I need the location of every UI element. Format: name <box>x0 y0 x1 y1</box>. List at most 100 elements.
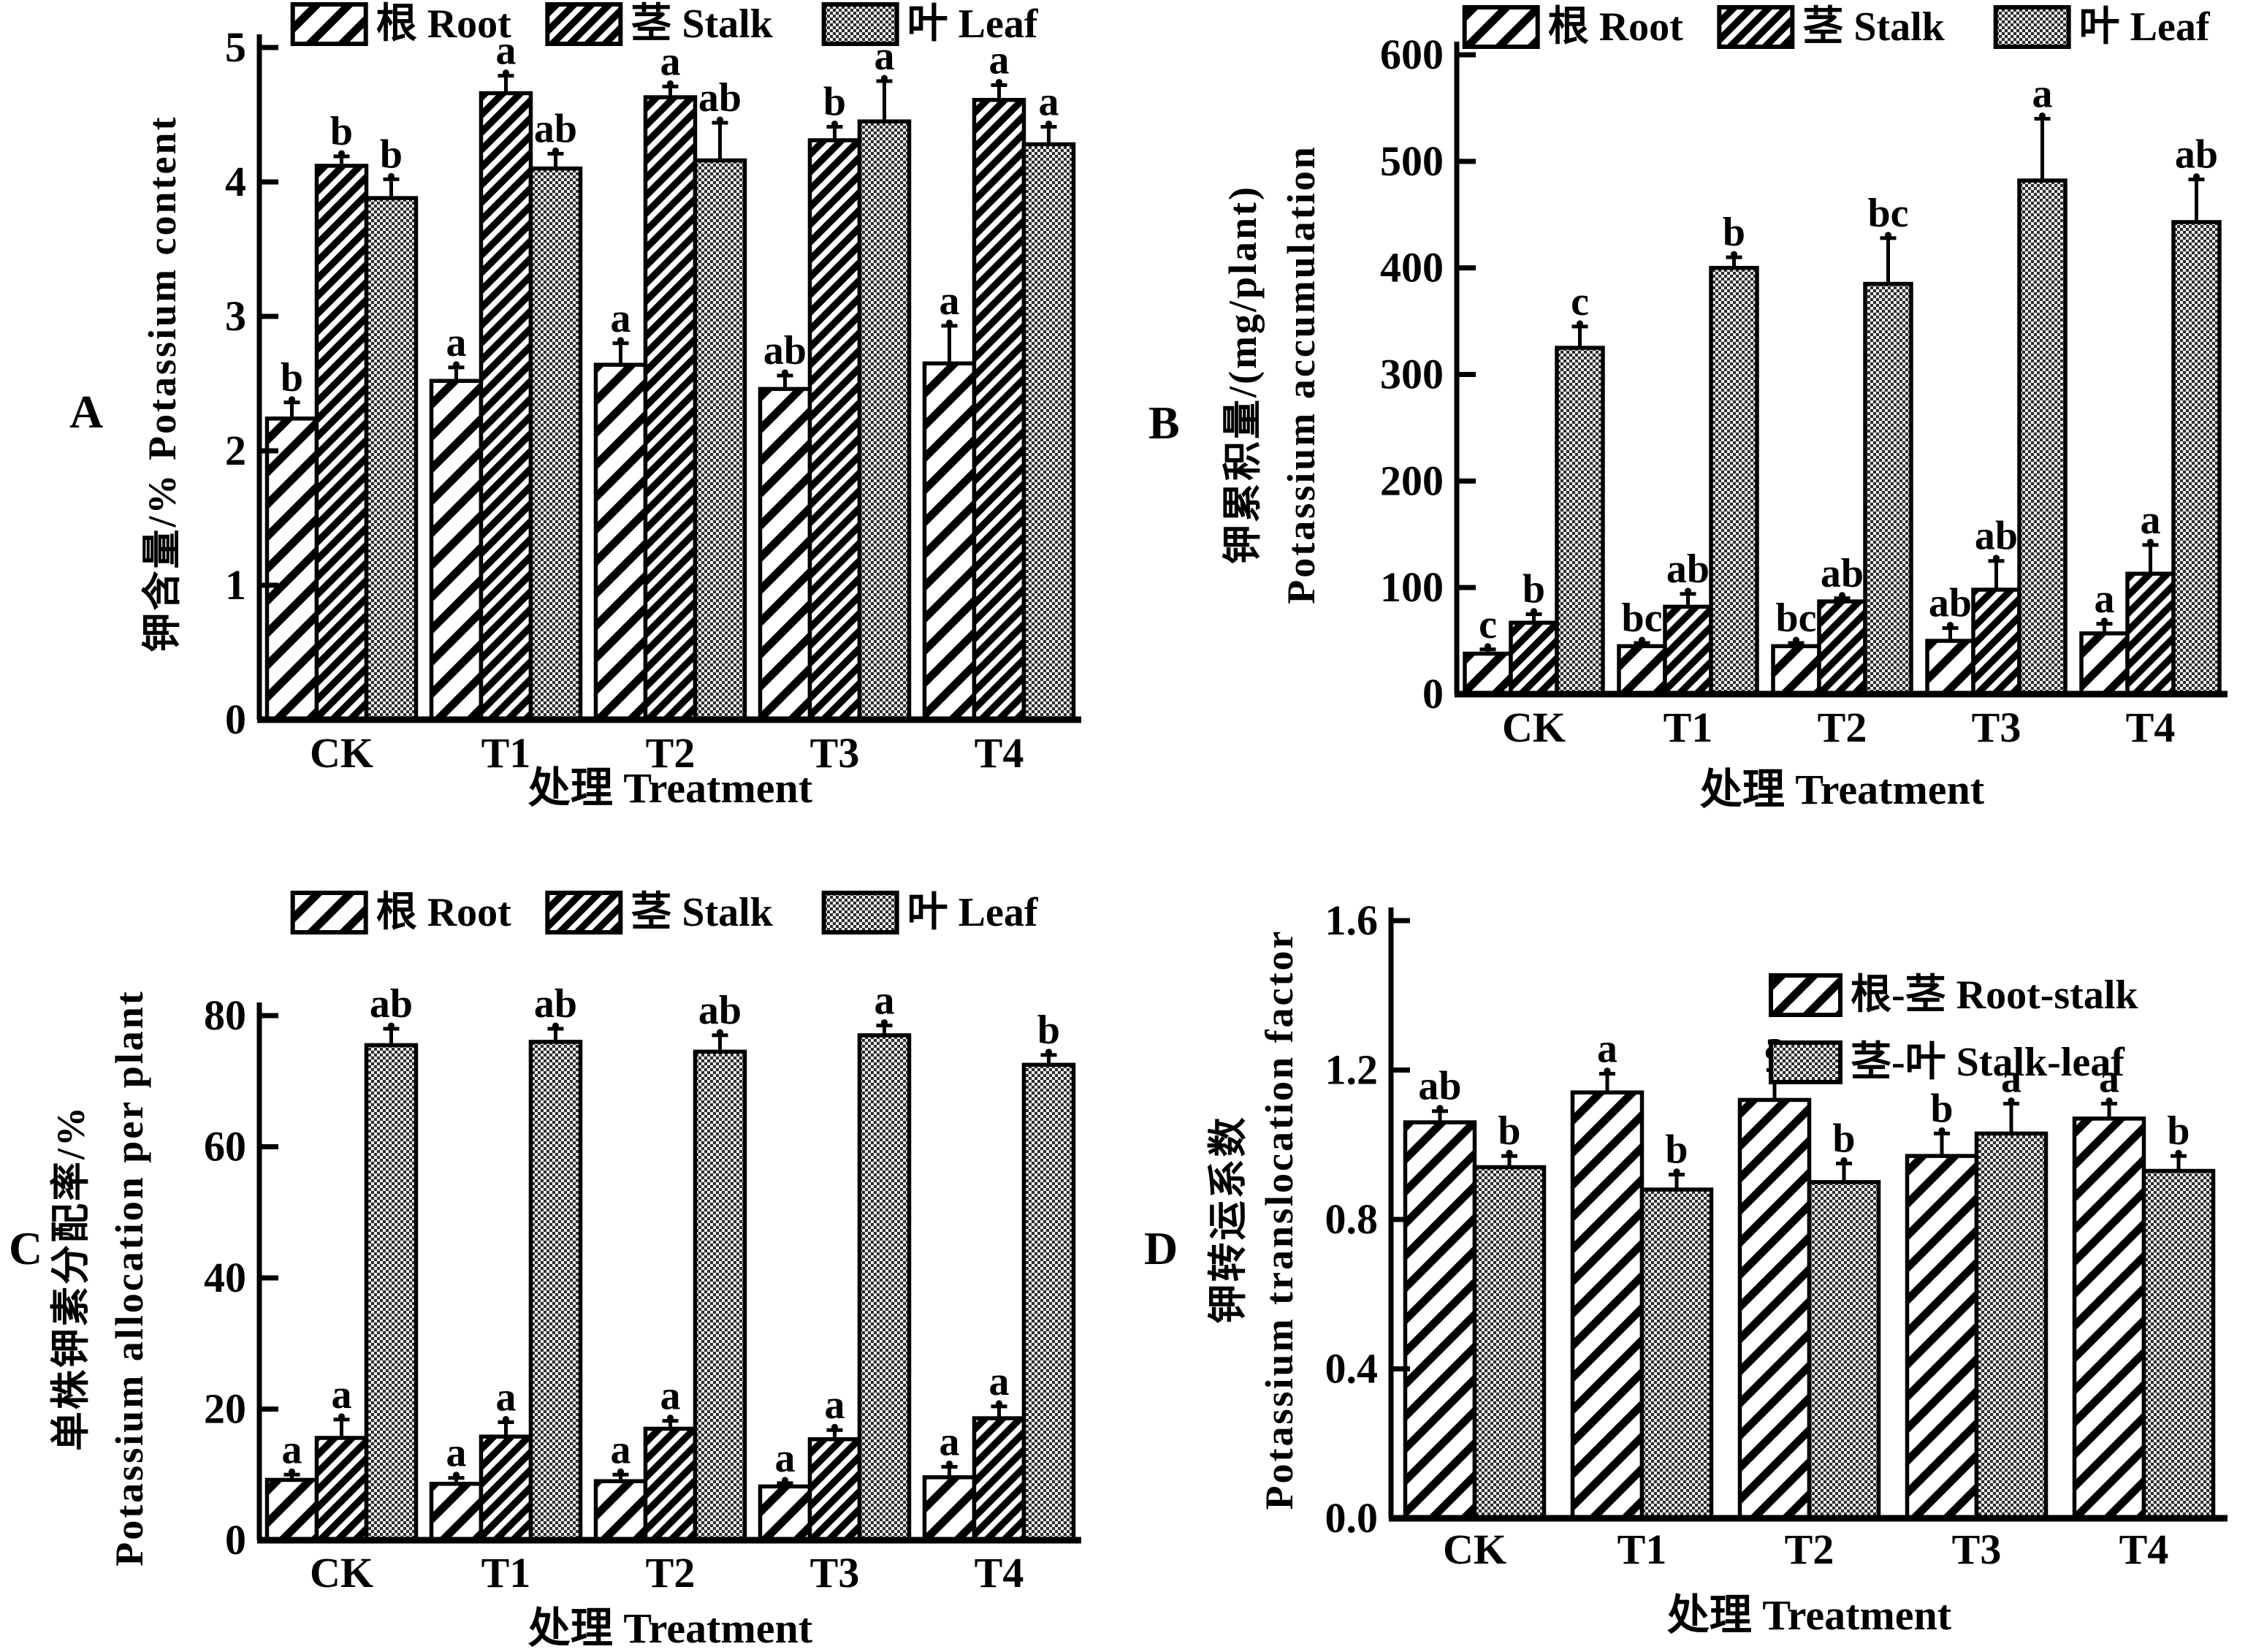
y-tick-label: 0.4 <box>1325 1345 1379 1393</box>
sig-letter: a <box>775 1436 796 1481</box>
bar-CK-2 <box>314 1436 369 1542</box>
y-tick-label: 200 <box>1380 457 1444 504</box>
error-bar-tip <box>453 1472 460 1479</box>
bar-CK-3 <box>364 196 419 722</box>
bar-T2-1 <box>593 362 648 722</box>
bar-T4-2 <box>972 1416 1026 1542</box>
sig-letter: a <box>989 38 1010 83</box>
bar-T3-2 <box>1974 1131 2049 1520</box>
y-axis-title-line1: 单株钾素分配率/% <box>49 1105 93 1451</box>
panel-letter: D <box>1144 1222 1178 1274</box>
y-tick-label: 40 <box>204 1254 246 1301</box>
bar-T1-3 <box>528 166 583 722</box>
y-axis-title-line1: 钾含量/% Potassium content <box>140 115 184 652</box>
bar-T3-2 <box>807 138 862 722</box>
axes-group: 0.0 0.4 0.8 1.2 1.6 <box>1325 897 2228 1542</box>
y-tick-label: 300 <box>1380 351 1444 398</box>
sig-letter: bc <box>1868 191 1909 236</box>
sig-letter: ab <box>2175 132 2218 178</box>
y-tick-label: 3 <box>225 292 246 340</box>
error-bar-tip <box>289 396 295 403</box>
sig-letter: a <box>660 39 681 84</box>
sig-letter: b <box>823 80 846 125</box>
y-tick-label: 4 <box>225 158 246 205</box>
x-category-label: T2 <box>1785 1526 1834 1573</box>
error-bar-tip <box>552 147 559 154</box>
sig-letter: ab <box>1821 551 1864 596</box>
x-category-label: T1 <box>1617 1526 1667 1573</box>
x-category-label: T2 <box>1818 704 1867 751</box>
bar-CK-3 <box>364 1043 419 1542</box>
sig-letter: a <box>660 1374 681 1419</box>
bar-CK-1 <box>264 1477 319 1542</box>
x-category-label: T3 <box>810 729 860 777</box>
error-bar-tip <box>2175 1149 2182 1157</box>
sig-letter: a <box>1597 1027 1617 1072</box>
y-tick-label: 0.0 <box>1325 1494 1379 1542</box>
error-bar-tip <box>1993 555 2000 562</box>
legend-group: 根 Root 茎 Stalk 叶 Leaf <box>1462 4 2211 50</box>
error-bar-tip <box>717 1029 723 1036</box>
sig-letter: a <box>282 1427 302 1472</box>
bar-T3-1 <box>758 1484 812 1542</box>
y-axis-title-line2: Potassium accumulation <box>1279 145 1323 604</box>
x-axis-title: 处理 Treatment <box>528 764 813 812</box>
error-bar-tip <box>1885 232 1891 239</box>
legend-label: 叶 Leaf <box>907 890 1039 935</box>
error-bar-tip <box>667 1415 674 1422</box>
error-bar-tip <box>996 1400 1002 1407</box>
x-axis-title: 处理 Treatment <box>1667 1591 1952 1639</box>
error-bar-tip <box>2147 538 2154 546</box>
error-bar-tip <box>617 1468 624 1475</box>
sig-letter: b <box>1498 1108 1520 1154</box>
bar-T4-1 <box>922 1475 977 1542</box>
sig-letter: a <box>446 1431 467 1476</box>
sig-letter: b <box>1523 567 1545 612</box>
x-category-label: T4 <box>2119 1526 2169 1573</box>
bar-T3-2 <box>1971 587 2021 696</box>
error-bar-tip <box>1639 636 1645 644</box>
legend-label: 根 Root <box>1548 4 1683 50</box>
sig-letter: bc <box>1776 595 1817 641</box>
sig-letter: a <box>989 1359 1010 1404</box>
bar-T1-3 <box>1709 265 1759 696</box>
legend-label: 茎 Stalk <box>630 890 773 935</box>
legend-swatch-hatchLight <box>290 2 368 46</box>
sig-letter: b <box>1832 1116 1855 1161</box>
sig-letter: a <box>874 978 895 1023</box>
error-bar-tip <box>1840 1157 1848 1164</box>
x-axis-title: 处理 Treatment <box>528 1605 813 1652</box>
sig-letter: c <box>1571 279 1589 324</box>
y-axis-title-line1: 钾转运系数 <box>1206 1116 1250 1324</box>
x-category-label: T2 <box>646 729 696 777</box>
bar-T1-1 <box>1617 644 1667 696</box>
legend-swatch-hatchLight <box>1462 5 1540 49</box>
y-tick-label: 0 <box>225 696 246 743</box>
sig-letter: a <box>2095 576 2115 622</box>
error-bar-tip <box>2039 113 2046 119</box>
y-tick-label: 0.8 <box>1325 1195 1379 1243</box>
legend-label: 根-茎 Root-stalk <box>1851 972 2138 1018</box>
bar-T1-3 <box>528 1040 583 1542</box>
error-bar-tip <box>1506 1149 1513 1157</box>
legend-swatch-dots <box>821 2 899 46</box>
error-bar-tip <box>782 369 788 376</box>
error-bar-tip <box>503 1415 509 1423</box>
bar-T2-3 <box>693 158 747 722</box>
x-category-label: T4 <box>2126 704 2176 751</box>
y-tick-label: 400 <box>1380 244 1444 292</box>
legend-label: 叶 Leaf <box>2079 4 2211 50</box>
legend-label: 茎 Stalk <box>630 1 773 47</box>
sig-letter: b <box>1930 1086 1953 1131</box>
error-bar-tip <box>289 1468 295 1475</box>
error-bar-tip <box>1793 636 1799 644</box>
y-axis-title-line2: Potassium allocation per plant <box>107 989 151 1567</box>
sig-letter: b <box>1723 210 1745 255</box>
sig-letter: a <box>446 320 467 365</box>
bar-CK-3 <box>1555 346 1605 696</box>
bar-T4-3 <box>1021 142 1076 722</box>
sig-letter: a <box>940 278 960 324</box>
legend-swatch-hatchDense <box>1717 5 1795 49</box>
